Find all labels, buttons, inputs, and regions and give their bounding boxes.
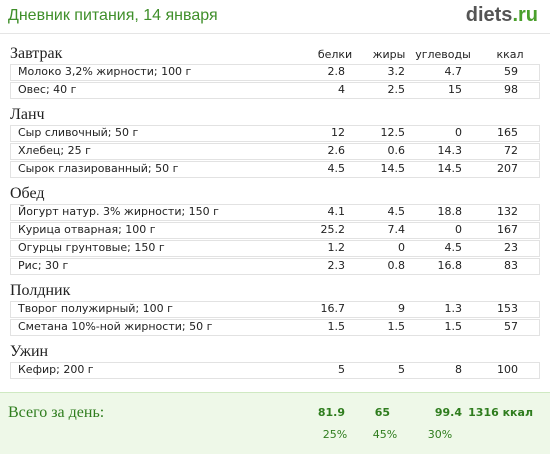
- cell-value: 2.3: [327, 259, 346, 272]
- cell-value: 14.3: [437, 144, 463, 157]
- cell-value: 3.2: [387, 65, 406, 78]
- food-name: Сыр сливочный; 50 г: [18, 126, 139, 139]
- food-name: Овес; 40 г: [18, 83, 77, 96]
- cell-value: 4: [338, 83, 345, 96]
- cell-value: 1.2: [327, 241, 346, 254]
- table-row: [10, 319, 540, 336]
- cell-value: 8: [455, 363, 462, 376]
- table-row: [10, 143, 540, 160]
- total-value: 1316 ккал: [468, 406, 533, 419]
- table-row: [10, 82, 540, 99]
- meal-name: Ужин: [10, 343, 49, 360]
- column-header: ккал: [496, 48, 524, 61]
- food-name: Кефир; 200 г: [18, 363, 94, 376]
- cell-value: 98: [504, 83, 518, 96]
- total-percent: 45%: [372, 428, 398, 441]
- food-name: Сырок глазированный; 50 г: [18, 162, 179, 175]
- cell-value: 83: [504, 259, 518, 272]
- cell-value: 153: [497, 302, 518, 315]
- table-row: [10, 222, 540, 239]
- title: Дневник питания, 14 января: [8, 7, 218, 24]
- cell-value: 12.5: [380, 126, 406, 139]
- meal-name: Ланч: [10, 106, 45, 123]
- total-value: 99.4: [434, 406, 462, 419]
- cell-value: 2.8: [327, 65, 346, 78]
- cell-value: 0.8: [387, 259, 406, 272]
- food-name: Творог полужирный; 100 г: [18, 302, 173, 315]
- meal-name: Завтрак: [10, 45, 63, 62]
- cell-value: 1.5: [387, 320, 406, 333]
- cell-value: 12: [331, 126, 345, 139]
- total-percent: 30%: [427, 428, 453, 441]
- total-panel: [0, 392, 550, 454]
- total-value: 65: [374, 406, 390, 419]
- food-name: Йогурт натур. 3% жирности; 150 г: [18, 205, 219, 218]
- table-row: [10, 204, 540, 221]
- cell-value: 14.5: [380, 162, 406, 175]
- table-row: [10, 362, 540, 379]
- cell-value: 1.3: [444, 302, 463, 315]
- table-row: [10, 301, 540, 318]
- table-row: [10, 161, 540, 178]
- meal-name: Полдник: [10, 282, 71, 299]
- cell-value: 7.4: [387, 223, 406, 236]
- cell-value: 1.5: [444, 320, 463, 333]
- cell-value: 16.7: [320, 302, 346, 315]
- cell-value: 72: [504, 144, 518, 157]
- cell-value: 4.1: [327, 205, 346, 218]
- food-name: Рис; 30 г: [18, 259, 69, 272]
- cell-value: 18.8: [437, 205, 463, 218]
- cell-value: 4.5: [327, 162, 346, 175]
- cell-value: 165: [497, 126, 518, 139]
- logo-domain: .ru: [512, 4, 538, 26]
- meal-name: Обед: [10, 185, 45, 202]
- cell-value: 4.5: [387, 205, 406, 218]
- cell-value: 2.6: [327, 144, 346, 157]
- cell-value: 16.8: [437, 259, 463, 272]
- column-header: белки: [317, 48, 353, 61]
- food-name: Сметана 10%-ной жирности; 50 г: [18, 320, 213, 333]
- table-row: [10, 258, 540, 275]
- total-percent: 25%: [322, 428, 348, 441]
- cell-value: 15: [448, 83, 462, 96]
- cell-value: 0: [455, 126, 462, 139]
- cell-value: 2.5: [387, 83, 406, 96]
- cell-value: 1.5: [327, 320, 346, 333]
- cell-value: 23: [504, 241, 518, 254]
- cell-value: 9: [398, 302, 405, 315]
- cell-value: 4.5: [444, 241, 463, 254]
- food-name: Огурцы грунтовые; 150 г: [18, 241, 165, 254]
- cell-value: 25.2: [320, 223, 346, 236]
- cell-value: 59: [504, 65, 518, 78]
- column-header: углеводы: [415, 48, 471, 61]
- cell-value: 4.7: [444, 65, 463, 78]
- cell-value: 0: [398, 241, 405, 254]
- table-row: [10, 64, 540, 81]
- cell-value: 100: [497, 363, 518, 376]
- table-row: [10, 125, 540, 142]
- cell-value: 0.6: [387, 144, 406, 157]
- food-name: Молоко 3,2% жирности; 100 г: [18, 65, 192, 78]
- cell-value: 0: [455, 223, 462, 236]
- cell-value: 167: [497, 223, 518, 236]
- logo-name: diets: [465, 4, 513, 26]
- logo[interactable]: diets.ru: [466, 4, 538, 26]
- total-label: Всего за день:: [8, 404, 105, 421]
- cell-value: 57: [504, 320, 518, 333]
- cell-value: 5: [338, 363, 345, 376]
- table-row: [10, 240, 540, 257]
- column-header: жиры: [372, 48, 406, 61]
- cell-value: 14.5: [437, 162, 463, 175]
- divider: [0, 33, 550, 34]
- cell-value: 207: [497, 162, 518, 175]
- food-name: Курица отварная; 100 г: [18, 223, 156, 236]
- total-value: 81.9: [317, 406, 345, 419]
- cell-value: 5: [398, 363, 405, 376]
- food-name: Хлебец; 25 г: [18, 144, 91, 157]
- cell-value: 132: [497, 205, 518, 218]
